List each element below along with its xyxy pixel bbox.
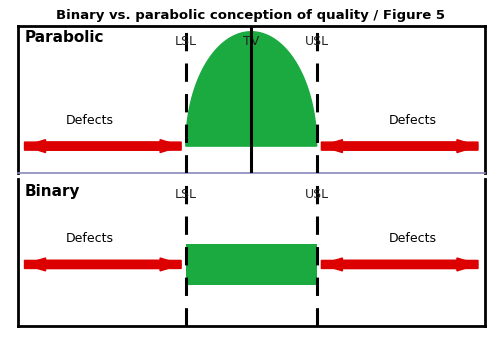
FancyArrow shape [322,258,478,271]
Text: Defects: Defects [388,233,436,245]
FancyArrow shape [24,140,181,152]
FancyArrow shape [24,140,181,152]
Text: LSL: LSL [175,188,197,201]
Text: Defects: Defects [66,233,114,245]
Text: TV: TV [243,35,260,48]
FancyArrow shape [322,140,478,152]
Text: USL: USL [304,188,329,201]
Text: Defects: Defects [66,114,114,127]
Text: LSL: LSL [175,35,197,48]
Text: Defects: Defects [388,114,436,127]
FancyArrow shape [24,258,181,271]
Polygon shape [186,32,316,146]
Bar [186,244,316,285]
FancyArrow shape [24,258,181,271]
Text: USL: USL [304,35,329,48]
Text: Binary: Binary [24,184,80,199]
Text: Binary vs. parabolic conception of quality / Figure 5: Binary vs. parabolic conception of quali… [56,9,444,22]
FancyArrow shape [322,258,478,271]
FancyArrow shape [322,140,478,152]
Text: Parabolic: Parabolic [24,30,104,45]
